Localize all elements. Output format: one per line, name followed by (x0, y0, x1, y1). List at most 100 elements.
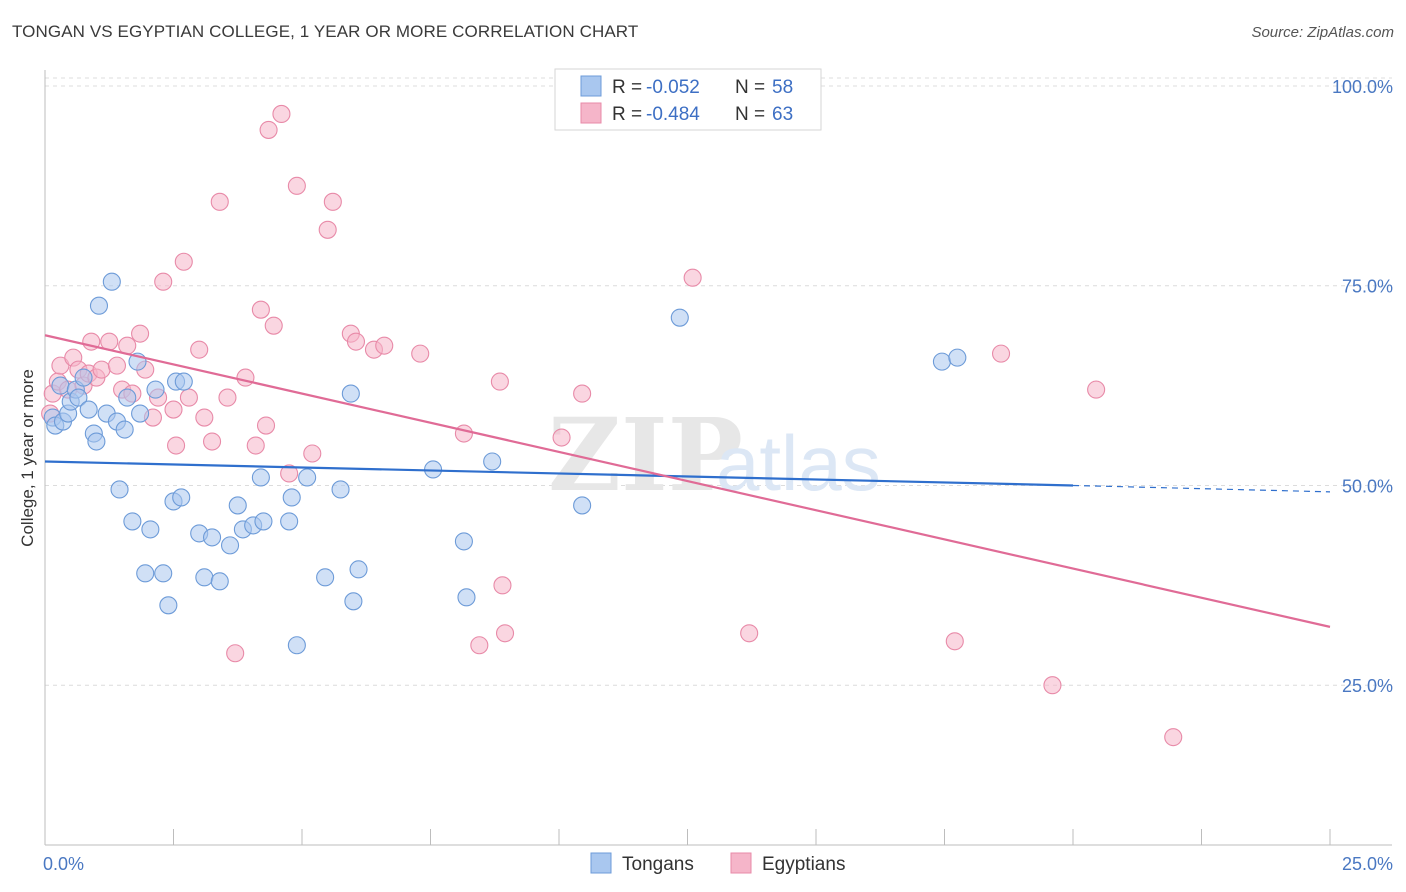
tongans-point (254, 512, 273, 531)
egyptians-point (251, 300, 270, 319)
legend-n-value-egyptians: 63 (772, 104, 793, 125)
tongans-point (110, 480, 129, 499)
y-axis-label: College, 1 year or more (18, 369, 37, 547)
legend-r-value-tongans: -0.052 (646, 77, 700, 98)
watermark-zip: ZIP (548, 396, 743, 514)
tongans-point (159, 596, 178, 615)
legend-top: R = -0.052 N = 58 R = -0.484 N = 63 (554, 68, 822, 131)
egyptians-trend-line (44, 334, 1331, 628)
tongans-point (203, 528, 222, 547)
x-tick-label: 25.0% (1342, 854, 1393, 874)
egyptians-point (190, 340, 209, 359)
chart-source: Source: ZipAtlas.com (1251, 24, 1394, 41)
egyptians-point (411, 344, 430, 363)
egyptians-point (107, 356, 127, 375)
tongans-point (457, 588, 476, 607)
tongans-point (51, 376, 70, 395)
tongans-point (483, 452, 502, 471)
egyptians-point (303, 444, 322, 463)
tongans-point (282, 488, 301, 507)
bottom-legend-label-egyptians: Egyptians (762, 854, 845, 875)
egyptians-point (246, 436, 265, 455)
tongans-point (573, 496, 592, 515)
egyptians-point (280, 464, 299, 483)
tongans-point (123, 512, 142, 531)
legend-n-label-tongans: N = (735, 77, 765, 98)
tongans-point (154, 564, 173, 583)
tongans-trend-line (44, 460, 1074, 487)
tongans-point (210, 572, 229, 591)
egyptians-point (573, 384, 592, 403)
tongans-point (298, 468, 317, 487)
tongans-point (228, 496, 247, 515)
egyptians-point (1164, 728, 1183, 747)
tongans-point (69, 388, 88, 407)
legend-r-label-tongans: R = (612, 77, 642, 98)
egyptians-point (131, 324, 150, 343)
egyptians-point (490, 372, 509, 391)
tongans-point (174, 372, 193, 391)
tongans-point (948, 348, 967, 367)
bottom-legend-swatch-tongans (590, 852, 612, 874)
bottom-legend-label-tongans: Tongans (622, 854, 694, 875)
tongans-point (115, 420, 134, 439)
egyptians-point (945, 632, 964, 651)
tongans-point (79, 400, 98, 419)
legend-n-label-egyptians: N = (735, 104, 765, 125)
axis-layer (44, 70, 1392, 846)
egyptians-point (318, 220, 337, 239)
legend-r-label-egyptians: R = (612, 104, 642, 125)
tongans-point (251, 468, 270, 487)
egyptians-point (210, 192, 229, 211)
tongans-point (136, 564, 155, 583)
chart-title: TONGAN VS EGYPTIAN COLLEGE, 1 YEAR OR MO… (12, 22, 639, 41)
tongans-point (316, 568, 335, 587)
y-tick-labels: 25.0% 50.0% 75.0% 100.0% (1332, 77, 1393, 696)
legend-swatch-tongans (580, 75, 602, 97)
tongans-point (220, 536, 240, 555)
egyptians-point (552, 428, 571, 447)
tongans-point (146, 380, 165, 399)
egyptians-point (174, 252, 193, 271)
egyptians-point (264, 316, 283, 335)
egyptians-point (154, 272, 173, 291)
egyptians-point (92, 360, 111, 379)
egyptians-point (226, 644, 245, 663)
tongans-point (195, 568, 214, 587)
egyptians-point (179, 388, 198, 407)
legend-r-value-egyptians: -0.484 (646, 104, 700, 125)
tongans-point (454, 532, 473, 551)
tongans-trend-extension (1072, 484, 1331, 493)
watermark: ZIP atlas (548, 396, 881, 514)
egyptians-point (218, 388, 237, 407)
legend-bottom: Tongans Egyptians (590, 852, 845, 875)
egyptians-point (323, 192, 342, 211)
tongans-point (89, 296, 109, 315)
egyptians-point (493, 576, 512, 595)
egyptians-point (375, 336, 394, 355)
egyptians-point (287, 176, 306, 195)
egyptians-point (346, 332, 366, 351)
egyptians-point (259, 120, 278, 139)
egyptians-point (991, 344, 1011, 363)
tongans-points (43, 272, 967, 655)
egyptians-points (41, 104, 1183, 747)
egyptians-point (256, 416, 276, 435)
egyptians-point (51, 356, 70, 375)
egyptians-point (740, 624, 759, 643)
tongans-point (118, 388, 137, 407)
tongans-point (287, 636, 306, 655)
egyptians-point (470, 636, 489, 655)
tongans-point (331, 480, 350, 499)
tongans-point (172, 488, 191, 507)
tongans-point (349, 560, 368, 579)
y-tick-label: 25.0% (1342, 676, 1393, 696)
egyptians-point (454, 424, 473, 443)
tongans-point (131, 404, 150, 423)
y-tick-label: 50.0% (1342, 476, 1393, 496)
y-tick-label: 100.0% (1332, 77, 1393, 97)
tongans-point (670, 308, 689, 327)
egyptians-point (164, 400, 183, 419)
egyptians-point (1087, 380, 1106, 399)
